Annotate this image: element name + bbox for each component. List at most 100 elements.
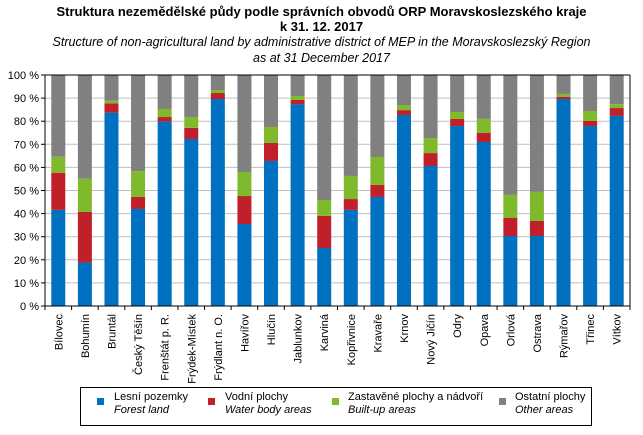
bar-segment-other (210, 75, 225, 91)
bar-segment-builtup (370, 157, 385, 185)
bar-segment-other (237, 75, 252, 173)
bar-segment-water (237, 196, 252, 224)
bar-segment-builtup (503, 194, 518, 218)
bar-segment-other (264, 75, 279, 127)
bar-segment-forest (264, 160, 279, 306)
bar-segment-water (503, 217, 518, 237)
bar-segment-builtup (476, 118, 491, 133)
y-tick-label: 50 % (14, 186, 39, 198)
bar-segment-builtup (317, 199, 332, 216)
legend-label-cz: Lesní pozemky (114, 391, 188, 403)
bar-segment-other (343, 75, 358, 176)
bar-segment-builtup (396, 105, 411, 111)
bar-segment-builtup (51, 156, 66, 173)
legend-item-other: Ostatní plochy Other areas (515, 391, 585, 417)
bar-segment-forest (529, 236, 544, 306)
x-tick-label: Karviná (319, 313, 331, 351)
x-tick-label: Rýmařov (559, 314, 571, 359)
bar-segment-water (157, 117, 172, 122)
bar-segment-water (529, 220, 544, 237)
bar-segment-water (476, 132, 491, 142)
x-tick-label: Ostrava (532, 313, 544, 352)
bar-segment-other (476, 75, 491, 119)
x-tick-label: Jablunkov (293, 314, 305, 364)
bar-segment-forest (583, 126, 598, 307)
bar-segment-water (51, 172, 66, 210)
x-tick-label: Opava (479, 313, 491, 346)
bar-segment-other (396, 75, 411, 106)
bar-segment-water (210, 93, 225, 100)
bar-segment-forest (104, 112, 119, 306)
bar-segment-other (317, 75, 332, 200)
bar-segment-forest (77, 262, 92, 306)
legend-swatch-forest (97, 398, 104, 405)
x-tick-label: Třinec (585, 314, 597, 345)
bar-segment-other (370, 75, 385, 158)
bar-segment-builtup (237, 172, 252, 197)
bar-segment-water (343, 199, 358, 210)
bar-segment-water (264, 142, 279, 161)
bar-segment-forest (450, 126, 465, 307)
bar-segment-other (51, 75, 66, 157)
chart-legend: Lesní pozemky Forest land Vodní plochy W… (80, 387, 592, 426)
bar-segment-builtup (184, 117, 199, 128)
legend-item-forest: Lesní pozemky Forest land (114, 391, 188, 417)
legend-item-builtup: Zastavěné plochy a nádvoří Built-up area… (348, 391, 483, 417)
bar-segment-other (450, 75, 465, 112)
bar-segment-forest (396, 114, 411, 306)
bar-segment-builtup (450, 111, 465, 119)
bar-segment-builtup (264, 126, 279, 143)
y-tick-label: 80 % (14, 116, 39, 128)
bar-segment-forest (51, 209, 66, 306)
bar-segment-forest (157, 121, 172, 306)
bar-segment-forest (131, 208, 146, 306)
legend-label-en: Other areas (515, 404, 574, 416)
bar-segment-water (290, 99, 305, 105)
bar-segment-forest (370, 196, 385, 306)
bar-segment-forest (476, 141, 491, 306)
chart-title: Struktura nezemědělské půdy podle správn… (56, 4, 587, 19)
y-tick-label: 60 % (14, 162, 39, 174)
legend-item-water: Vodní plochy Water body areas (225, 391, 312, 417)
legend-swatch-water (208, 398, 215, 405)
y-tick-label: 20 % (14, 255, 39, 267)
bar-segment-water (131, 196, 146, 209)
legend-label-en: Forest land (114, 404, 170, 416)
x-tick-label: Havířov (239, 314, 251, 352)
bar-segment-forest (423, 166, 438, 306)
bar-segment-builtup (290, 96, 305, 100)
chart-subtitle: Structure of non-agricultural land by ad… (52, 35, 591, 49)
bar-segment-water (317, 215, 332, 249)
x-tick-label: Orlová (505, 313, 517, 346)
legend-label-en: Built-up areas (348, 404, 416, 416)
legend-label-en: Water body areas (225, 404, 312, 416)
legend-label-cz: Zastavěné plochy a nádvoří (348, 391, 484, 403)
x-tick-label: Kravaře (372, 314, 384, 353)
bar-segment-other (503, 75, 518, 195)
y-tick-label: 70 % (14, 139, 39, 151)
x-tick-label: Bohumín (80, 314, 92, 358)
bar-segment-builtup (609, 104, 624, 109)
bar-segment-builtup (104, 100, 119, 104)
bar-segment-other (290, 75, 305, 97)
bar-segment-water (370, 184, 385, 197)
x-tick-label: Frýdlant n. O. (213, 314, 225, 381)
bar-segment-builtup (131, 171, 146, 197)
bar-segment-other (423, 75, 438, 139)
bar-segment-builtup (343, 175, 358, 200)
bar-segment-other (104, 75, 119, 101)
bar-segment-water (77, 211, 92, 263)
bar-segment-water (396, 110, 411, 115)
bar-segment-water (184, 127, 199, 139)
chart-subtitle-date: as at 31 December 2017 (253, 51, 390, 65)
bar-segment-other (556, 75, 571, 94)
bar-segment-forest (343, 209, 358, 306)
bar-segment-water (423, 153, 438, 167)
bar-segment-builtup (157, 108, 172, 118)
y-tick-label: 40 % (14, 209, 39, 221)
x-tick-label: Bruntál (106, 314, 118, 349)
x-tick-label: Kopřivnice (346, 314, 358, 365)
bar-segment-other (583, 75, 598, 112)
y-tick-label: 0 % (20, 301, 39, 313)
